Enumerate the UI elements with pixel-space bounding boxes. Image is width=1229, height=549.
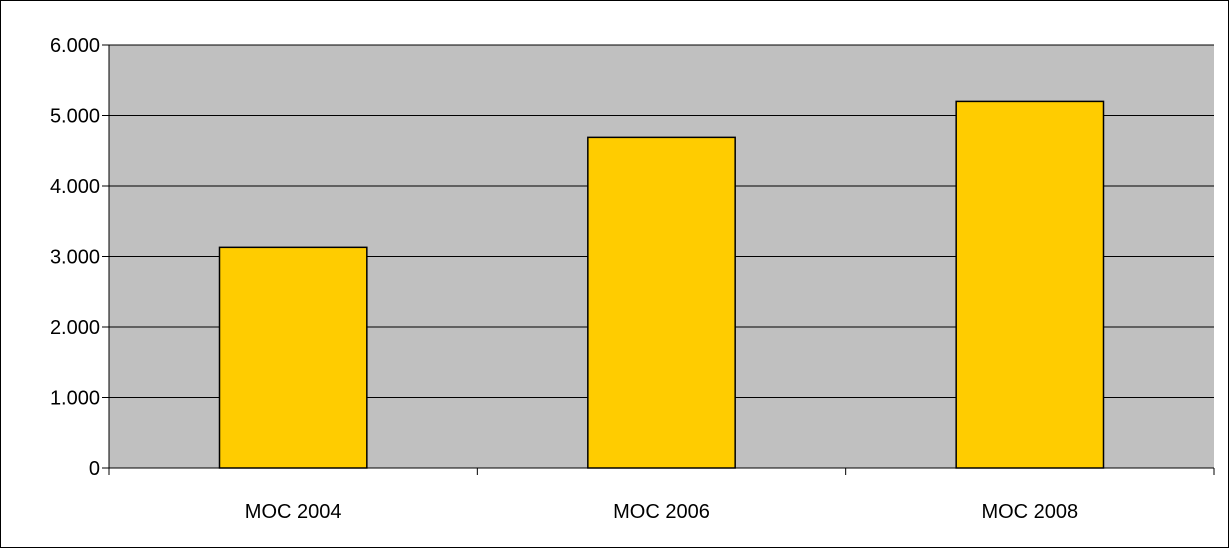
y-tick-label: 1.000 <box>50 388 100 410</box>
bars <box>218 100 1105 469</box>
x-tick-label: MOC 2008 <box>981 501 1078 523</box>
x-axis-tick-labels: MOC 2004 MOC 2006 MOC 2008 <box>245 501 1078 523</box>
y-axis-tick-labels: 0 1.000 2.000 3.000 4.000 5.000 6.000 <box>50 35 100 480</box>
y-tick-label: 2.000 <box>50 317 100 339</box>
bar-moc-2004 <box>218 246 368 469</box>
bar-moc-2006 <box>587 136 736 469</box>
x-tick-label: MOC 2004 <box>245 501 342 523</box>
axes <box>102 44 1215 475</box>
bar-moc-2008 <box>955 100 1105 469</box>
x-tick-label: MOC 2006 <box>613 501 710 523</box>
y-tick-label: 0 <box>89 458 100 480</box>
y-tick-label: 3.000 <box>50 247 100 269</box>
y-tick-label: 6.000 <box>50 35 100 57</box>
y-tick-label: 5.000 <box>50 106 100 128</box>
y-tick-label: 4.000 <box>50 176 100 198</box>
